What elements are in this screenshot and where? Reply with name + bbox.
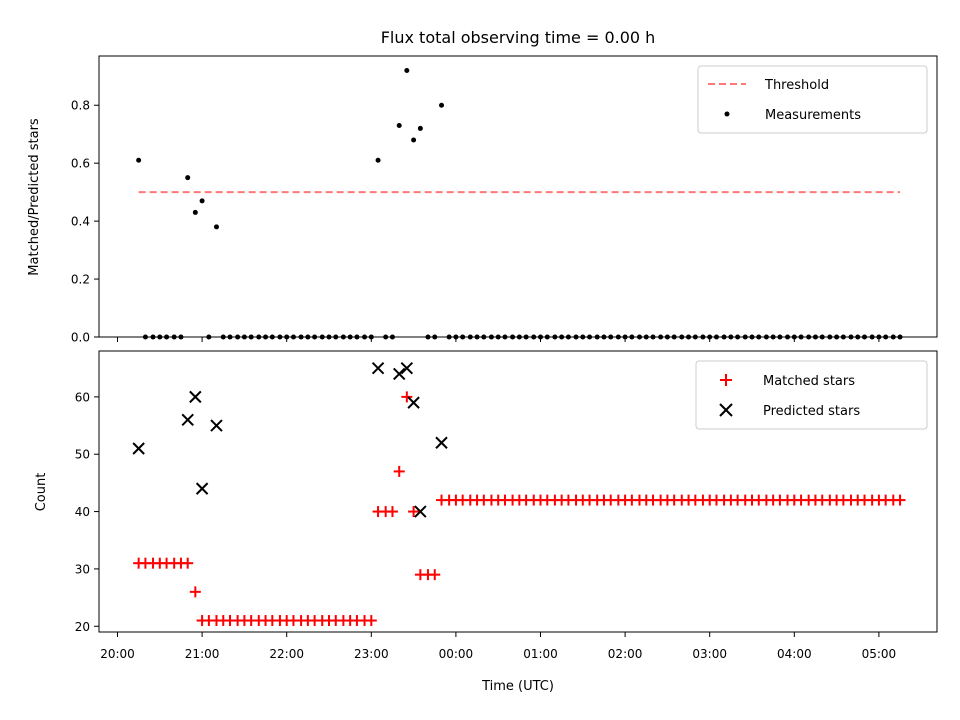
x-tick-label: 02:00 [608, 647, 643, 661]
predicted-star-point [414, 505, 427, 518]
ratio-y-axis: 0.0 0.2 0.4 0.6 0.8 [71, 99, 99, 345]
matched-star-point [386, 506, 398, 518]
ratio-marks [136, 67, 903, 340]
y-tick-label: 30 [75, 562, 90, 576]
y-tick-label: 0.2 [71, 273, 90, 287]
predicted-star-point [393, 367, 406, 381]
y-tick-label: 0.0 [71, 331, 90, 345]
x-tick-label: 20:00 [100, 647, 135, 661]
predicted-star-point [400, 361, 414, 375]
y-tick-label: 60 [75, 390, 90, 404]
predicted-star-point [407, 396, 420, 409]
measurement-point [375, 157, 381, 163]
predicted-star-point [371, 361, 385, 375]
count-x-axis: 20:00 21:00 22:00 23:00 00:00 01:00 02:00 03:00… [100, 632, 896, 661]
legend-measurements-swatch [724, 111, 730, 117]
y-tick-label: 50 [75, 448, 90, 462]
matched-star-point [401, 391, 413, 403]
x-tick-label: 21:00 [185, 647, 220, 661]
y-tick-label: 0.4 [71, 215, 90, 229]
measurement-point [417, 125, 423, 131]
matched-star-point [393, 465, 405, 477]
count-y-axis-label: Count [34, 473, 49, 512]
measurement-point [192, 209, 198, 215]
y-tick-label: 0.8 [71, 99, 90, 113]
measurement-point [199, 198, 205, 204]
predicted-star-point [210, 419, 223, 432]
ratio-legend-box [697, 65, 928, 134]
chart-title: Flux total observing time = 0.00 h [381, 28, 656, 47]
ratio-axes-frame [98, 55, 938, 338]
predicted-star-point [181, 413, 194, 427]
x-tick-label: 00:00 [439, 647, 474, 661]
matched-star-point [894, 494, 906, 506]
count-legend-box [695, 360, 928, 430]
measurement-point [396, 123, 402, 129]
matched-star-point [429, 569, 441, 581]
count-axes-frame [98, 350, 938, 633]
measurement-point [404, 67, 410, 73]
matched-star-point [182, 557, 194, 569]
ratio-panel: 0.00.20.40.60.8 Matched/Predicted stars … [27, 55, 938, 345]
legend-threshold-label: Threshold [764, 78, 829, 93]
x-tick-label: 03:00 [692, 647, 727, 661]
count-panel: 20 30 40 50 60 20:00 21:00 22:00 23:00 00:00 01:0… [34, 350, 938, 694]
predicted-star-point [195, 482, 209, 495]
legend-matched-swatch [720, 374, 732, 386]
y-tick-label: 20 [75, 620, 90, 634]
predicted-star-point [435, 436, 448, 449]
legend-predicted-label: Predicted stars [763, 404, 860, 419]
predicted-star-point [189, 390, 202, 404]
count-marks [132, 361, 906, 627]
x-tick-label: 01:00 [523, 647, 558, 661]
ratio-x-axis [117, 337, 880, 342]
x-tick-label: 05:00 [862, 647, 897, 661]
measurement-point [213, 224, 219, 230]
measurement-point [136, 157, 142, 163]
count-y-axis: 20 30 40 50 60 [75, 390, 99, 634]
x-tick-label: 04:00 [777, 647, 812, 661]
measurement-point [439, 102, 445, 108]
matched-star-point [365, 615, 377, 627]
y-tick-label: 0.6 [71, 157, 90, 171]
measurement-point [185, 175, 191, 181]
count-legend: Matched stars Predicted stars [695, 360, 928, 430]
y-tick-label: 40 [75, 505, 90, 519]
legend-measurements-label: Measurements [765, 108, 861, 123]
legend-matched-label: Matched stars [763, 374, 855, 389]
x-tick-label: 22:00 [269, 647, 304, 661]
legend-predicted-swatch [719, 403, 733, 417]
x-axis-label: Time (UTC) [481, 679, 554, 694]
ratio-y-axis-label: Matched/Predicted stars [27, 118, 42, 276]
matched-star-point [408, 506, 420, 518]
x-tick-label: 23:00 [354, 647, 389, 661]
predicted-star-point [132, 442, 145, 455]
matched-star-point [189, 586, 201, 598]
measurement-point [411, 137, 417, 143]
ratio-legend: Threshold Measurements [697, 65, 928, 134]
